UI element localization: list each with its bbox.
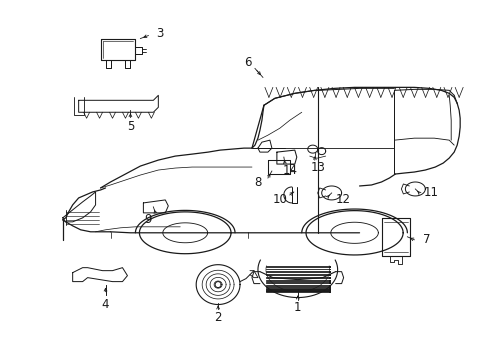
- Text: 12: 12: [335, 193, 350, 206]
- Text: 5: 5: [126, 120, 134, 133]
- Text: 1: 1: [293, 301, 301, 314]
- Text: 4: 4: [102, 298, 109, 311]
- Text: 2: 2: [214, 311, 222, 324]
- Text: 13: 13: [310, 161, 325, 174]
- Text: 8: 8: [254, 176, 261, 189]
- Text: 7: 7: [422, 233, 429, 246]
- Text: 14: 14: [282, 163, 297, 176]
- Text: 3: 3: [156, 27, 163, 40]
- Text: 6: 6: [244, 56, 251, 69]
- Text: 9: 9: [144, 213, 152, 226]
- Text: 10: 10: [272, 193, 287, 206]
- Text: 11: 11: [423, 186, 438, 199]
